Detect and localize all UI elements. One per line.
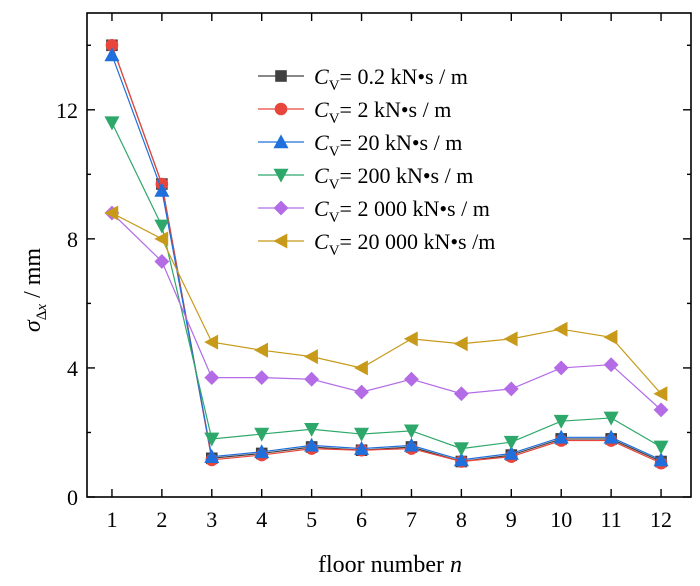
x-tick-label: 6: [356, 507, 367, 532]
legend-label: CV= 2 000 kN•s / m: [314, 196, 490, 226]
data-point: [154, 219, 170, 234]
data-point: [453, 442, 469, 457]
legend-item: CV= 200 kN•s / m: [258, 163, 473, 193]
data-point: [204, 432, 220, 447]
legend-item: CV= 20 kN•s / m: [258, 130, 462, 160]
data-point: [603, 357, 619, 373]
legend-label: CV= 20 000 kN•s /m: [314, 229, 495, 259]
data-point: [254, 342, 269, 358]
series-group: [104, 38, 669, 470]
legend-marker: [273, 200, 289, 216]
x-tick-label: 4: [256, 507, 267, 532]
data-point: [603, 429, 619, 444]
legend-label: CV= 0.2 kN•s / m: [314, 64, 468, 94]
data-point: [254, 444, 270, 459]
data-point: [104, 116, 120, 131]
x-tick-label: 7: [406, 507, 417, 532]
series-4: [104, 116, 669, 457]
data-point: [503, 435, 519, 450]
data-point: [254, 427, 270, 442]
legend-marker: [273, 168, 289, 183]
data-point: [403, 331, 418, 347]
data-point: [453, 452, 469, 467]
series-line: [111, 212, 662, 395]
data-point: [603, 329, 618, 345]
data-point: [204, 449, 220, 463]
legend-item: CV= 0.2 kN•s / m: [258, 64, 468, 94]
x-tick-label: 5: [306, 507, 317, 532]
data-point: [304, 371, 320, 387]
data-point: [553, 360, 569, 376]
plot-frame: [86, 12, 692, 498]
data-point: [354, 384, 369, 400]
x-tick-label: 12: [650, 507, 672, 532]
y-tick-label: 4: [67, 356, 78, 381]
legend-marker: [275, 70, 287, 82]
data-point: [204, 370, 220, 386]
data-point: [553, 429, 569, 444]
data-point: [603, 411, 619, 426]
legend-label: CV= 2 kN•s / m: [314, 97, 451, 127]
legend-item: CV= 20 000 kN•s /m: [258, 229, 495, 259]
x-tick-label: 11: [601, 507, 622, 532]
x-tick-label: 3: [206, 507, 217, 532]
data-point: [104, 47, 120, 62]
x-tick-label: 1: [106, 507, 117, 532]
legend-marker: [274, 102, 288, 116]
y-tick-label: 8: [67, 227, 78, 252]
legend-label: CV= 20 kN•s / m: [314, 130, 462, 160]
data-point: [653, 452, 669, 467]
x-tick-label: 8: [456, 507, 467, 532]
data-point: [354, 440, 370, 455]
series-5: [104, 205, 669, 418]
data-point: [553, 414, 569, 429]
data-point: [204, 334, 219, 350]
series-6: [104, 205, 668, 402]
legend-marker: [273, 134, 289, 149]
data-point: [553, 321, 568, 337]
x-tick-label: 10: [550, 507, 572, 532]
data-point: [503, 331, 518, 347]
data-point: [503, 445, 519, 460]
data-point: [453, 386, 469, 402]
data-point: [354, 427, 370, 442]
data-point: [353, 360, 368, 376]
data-point: [254, 370, 270, 386]
data-point: [403, 424, 419, 439]
x-tick-label: 2: [156, 507, 167, 532]
y-axis-title: σΔx / mm: [20, 248, 50, 333]
x-tick-label: 9: [506, 507, 517, 532]
data-point: [404, 371, 419, 387]
legend-item: CV= 2 000 kN•s / m: [258, 196, 490, 226]
data-point: [154, 182, 170, 197]
legend-label: CV= 200 kN•s / m: [314, 163, 473, 193]
data-point: [104, 205, 119, 221]
data-point: [653, 386, 668, 402]
data-point: [653, 440, 669, 455]
svg-text:σΔx / mm: σΔx / mm: [20, 248, 50, 333]
data-point: [154, 254, 170, 269]
data-point: [503, 381, 519, 397]
legend-item: CV= 2 kN•s / m: [258, 97, 451, 127]
data-point: [154, 231, 169, 247]
data-point: [453, 336, 468, 352]
x-axis-title: floor number n: [318, 552, 462, 578]
data-point: [303, 349, 318, 365]
series-3: [104, 47, 669, 467]
series-line: [111, 122, 662, 450]
series-line: [111, 54, 662, 461]
data-point: [304, 422, 320, 437]
data-point: [653, 402, 669, 418]
data-point: [304, 437, 320, 452]
legend: CV= 0.2 kN•s / mCV= 2 kN•s / mCV= 20 kN•…: [258, 64, 495, 259]
y-tick-label: 0: [67, 485, 78, 510]
y-tick-label: 12: [56, 98, 78, 123]
series-line: [111, 212, 662, 411]
legend-marker: [273, 233, 288, 249]
data-point: [403, 437, 419, 452]
